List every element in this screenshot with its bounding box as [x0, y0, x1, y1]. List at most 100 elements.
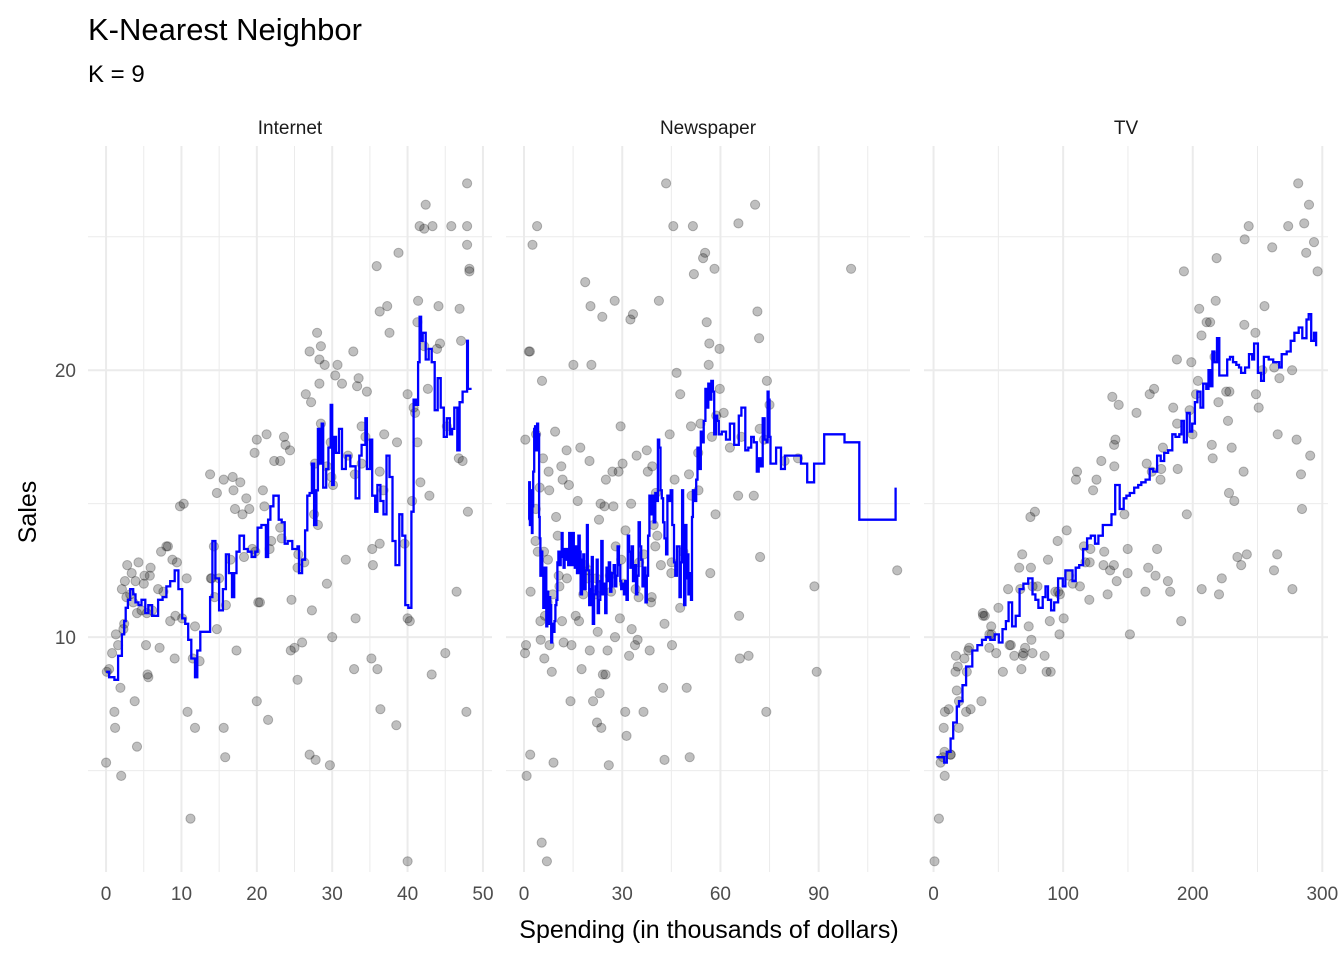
data-point — [211, 624, 222, 635]
data-point — [846, 263, 857, 274]
data-point — [1267, 242, 1278, 253]
data-point — [1196, 584, 1207, 595]
data-point — [647, 461, 658, 472]
x-axis-ticks: 0 10 20 30 40 50 — [101, 884, 494, 905]
facet-panels: 10 20 Internet 0 10 20 30 40 50 Newspaper 0 30 60 90 T… — [55, 118, 1338, 905]
data-point — [374, 466, 385, 477]
data-point — [1025, 562, 1037, 573]
data-point — [1054, 589, 1066, 600]
data-point — [324, 760, 335, 771]
data-point — [584, 455, 595, 467]
x-tick-label: 0 — [519, 884, 530, 905]
data-point — [312, 327, 323, 338]
data-point — [950, 666, 961, 677]
data-point — [1178, 266, 1190, 277]
data-point — [1194, 303, 1205, 314]
data-point — [440, 648, 451, 659]
data-point — [666, 640, 678, 651]
data-point — [253, 597, 264, 608]
data-point — [330, 370, 341, 381]
data-point — [626, 624, 637, 635]
data-point — [544, 485, 555, 496]
data-point — [563, 479, 575, 491]
data-point — [1042, 554, 1054, 565]
x-tick-label: 40 — [397, 884, 418, 905]
data-point — [566, 640, 577, 651]
data-point — [1226, 442, 1237, 453]
data-point — [1296, 503, 1308, 515]
data-point — [624, 650, 635, 661]
data-point — [228, 485, 239, 496]
data-point — [597, 311, 608, 322]
data-point — [1157, 442, 1169, 453]
data-point — [1026, 634, 1037, 645]
data-point — [1274, 373, 1285, 384]
data-point — [169, 653, 180, 664]
data-point — [1027, 648, 1038, 659]
data-point — [464, 263, 475, 274]
data-point — [1229, 495, 1240, 507]
data-point — [446, 221, 457, 232]
data-point — [1045, 666, 1056, 677]
data-point — [572, 495, 583, 507]
data-point — [943, 704, 954, 715]
data-point — [1172, 418, 1183, 429]
data-point — [993, 602, 1004, 613]
data-point — [433, 301, 444, 312]
data-point — [1287, 365, 1298, 376]
data-point — [521, 770, 532, 782]
data-point — [275, 455, 286, 467]
data-point — [285, 645, 296, 656]
data-point — [257, 485, 268, 496]
data-point — [614, 613, 626, 624]
data-point — [687, 221, 699, 232]
data-point — [1186, 357, 1197, 368]
data-point — [588, 696, 599, 707]
x-axis-ticks: 0 30 60 90 — [519, 884, 830, 905]
data-point — [119, 576, 131, 587]
data-point — [520, 640, 532, 651]
data-point — [570, 610, 581, 621]
data-point — [170, 610, 181, 621]
data-point — [142, 669, 153, 680]
data-point — [664, 429, 675, 440]
data-point — [464, 266, 475, 277]
data-point — [688, 269, 700, 280]
data-point — [557, 474, 568, 485]
knn-fit-line — [528, 379, 897, 644]
data-point — [595, 498, 606, 509]
data-point — [109, 706, 120, 718]
data-point — [892, 565, 903, 576]
data-point — [556, 461, 567, 472]
data-point — [594, 688, 605, 699]
data-point — [205, 469, 216, 480]
data-point — [462, 221, 473, 232]
data-point — [456, 335, 467, 346]
data-point — [348, 346, 359, 357]
data-point — [218, 722, 229, 734]
facet-label: Internet — [258, 118, 323, 139]
data-point — [580, 277, 591, 288]
data-point — [1243, 221, 1254, 232]
data-point — [462, 178, 473, 189]
data-point — [641, 445, 652, 456]
data-point — [415, 477, 426, 488]
data-point — [178, 498, 189, 509]
data-points — [929, 178, 1323, 867]
data-point — [556, 616, 568, 627]
data-point — [391, 437, 403, 448]
data-point — [520, 434, 531, 445]
data-point — [979, 610, 990, 621]
data-point — [599, 501, 610, 512]
data-point — [1140, 586, 1151, 597]
data-point — [261, 429, 272, 440]
x-tick-label: 10 — [171, 884, 192, 905]
data-point — [451, 586, 462, 597]
data-point — [420, 199, 431, 210]
data-point — [542, 554, 554, 565]
data-point — [644, 645, 655, 656]
data-point — [558, 637, 569, 648]
data-point — [1029, 506, 1041, 517]
data-point — [1272, 549, 1283, 560]
